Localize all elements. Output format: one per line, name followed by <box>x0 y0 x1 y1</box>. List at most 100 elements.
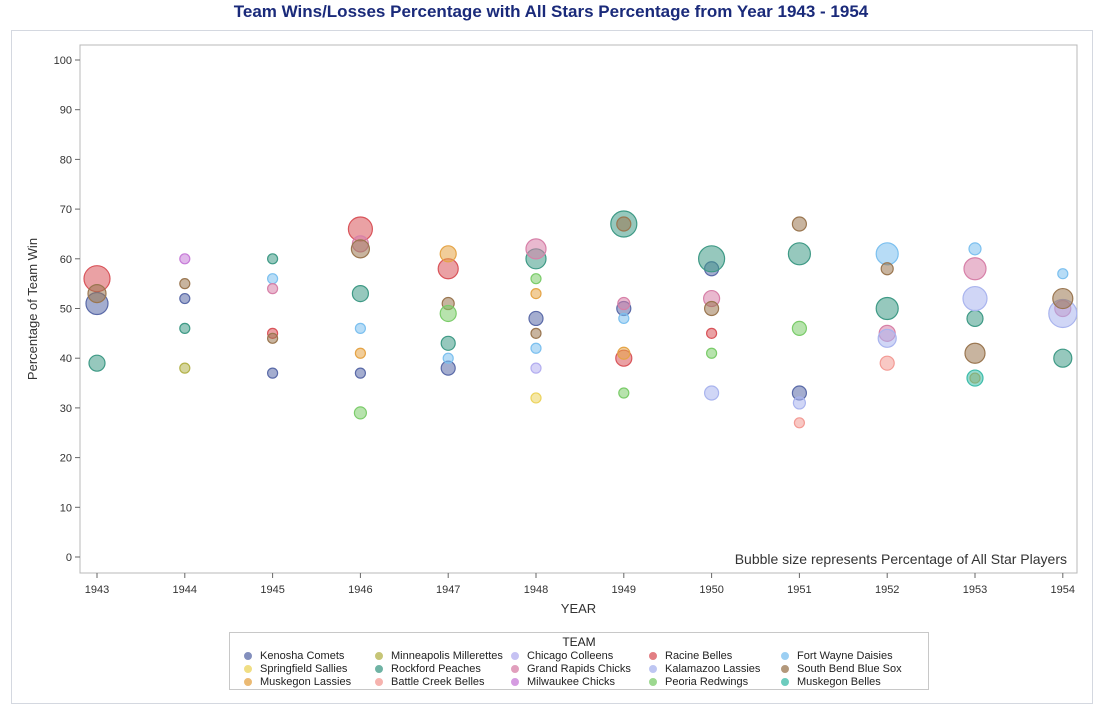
bubble-point <box>875 242 899 266</box>
bubble-point <box>88 354 106 372</box>
legend-marker-icon <box>375 665 383 673</box>
bubble-point <box>439 245 457 263</box>
bubble-point <box>267 253 279 265</box>
bubble-point <box>791 320 808 336</box>
bubble-point <box>354 367 366 379</box>
y-tick-label: 80 <box>60 154 72 166</box>
legend-item: Peoria Redwings <box>649 676 748 689</box>
bubble-point <box>793 417 806 429</box>
legend: TEAM Kenosha Comets Minneapolis Millerett… <box>229 632 929 690</box>
bubble-point <box>354 347 366 359</box>
series-group <box>353 273 808 420</box>
bubble-point <box>530 392 542 404</box>
bubble-point <box>530 273 542 285</box>
bubble-point <box>966 309 984 328</box>
plot-area <box>79 44 1078 574</box>
bubble-point <box>1057 268 1069 280</box>
series-group <box>88 210 1073 372</box>
x-tick-label: 1946 <box>348 584 372 596</box>
bubble-point <box>440 335 456 351</box>
x-tick-label: 1944 <box>173 584 197 596</box>
bubble-point <box>703 385 720 401</box>
legend-item: Chicago Colleens <box>511 650 613 663</box>
legend-label: Kenosha Comets <box>260 650 345 662</box>
chart-frame <box>11 30 1093 704</box>
y-tick-label: 10 <box>60 502 72 514</box>
bubble-point <box>618 387 630 399</box>
bubble-point <box>179 322 191 334</box>
y-tick-label: 40 <box>60 353 72 365</box>
legend-item: Muskegon Lassies <box>244 676 351 689</box>
x-tick-label: 1947 <box>436 584 460 596</box>
series-group <box>530 392 542 404</box>
legend-marker-icon <box>375 678 383 686</box>
series-group <box>966 369 984 387</box>
bubble-point <box>528 310 544 327</box>
legend-label: Muskegon Belles <box>797 676 881 688</box>
bubble-point <box>966 369 984 387</box>
legend-marker-icon <box>649 678 657 686</box>
series-group <box>793 355 895 429</box>
legend-label: Minneapolis Millerettes <box>391 650 503 662</box>
legend-marker-icon <box>511 652 519 660</box>
bubble-point <box>179 292 191 305</box>
bubble-point <box>787 242 812 266</box>
bubble-point <box>179 362 191 374</box>
legend-item: Kalamazoo Lassies <box>649 663 760 676</box>
legend-label: Muskegon Lassies <box>260 676 352 688</box>
bubble-point <box>267 273 279 285</box>
series-group <box>87 216 1074 364</box>
bubble-point <box>530 287 542 300</box>
legend-item: Milwaukee Chicks <box>511 676 615 689</box>
bubble-point <box>1053 348 1073 368</box>
legend-label: South Bend Blue Sox <box>797 663 902 675</box>
legend-label: Battle Creek Belles <box>391 676 485 688</box>
legend-label: Grand Rapids Chicks <box>527 663 631 675</box>
x-tick-label: 1943 <box>85 584 109 596</box>
bubble-point <box>267 367 279 379</box>
bubble-point <box>703 300 720 317</box>
bubble-point <box>705 347 718 359</box>
legend-item: Minneapolis Millerettes <box>375 650 503 663</box>
legend-marker-icon <box>781 678 789 686</box>
legend-label: Kalamazoo Lassies <box>665 663 761 675</box>
y-tick-label: 60 <box>60 254 72 266</box>
bubble-point <box>697 245 726 273</box>
legend-item: Kenosha Comets <box>244 650 344 663</box>
legend-label: Racine Belles <box>665 650 733 662</box>
legend-label: Chicago Colleens <box>527 650 614 662</box>
bubble-point <box>963 257 987 281</box>
legend-marker-icon <box>781 665 789 673</box>
x-tick-label: 1949 <box>612 584 636 596</box>
bubble-point <box>351 284 369 303</box>
bubble-point <box>179 278 191 290</box>
bubble-point <box>530 342 542 354</box>
legend-item: Rockford Peaches <box>375 663 481 676</box>
series-group <box>83 216 718 367</box>
y-tick-label: 20 <box>60 453 72 465</box>
bubble-point <box>875 296 899 321</box>
x-tick-label: 1954 <box>1051 584 1075 596</box>
series-group <box>179 362 191 374</box>
bubble-point <box>877 328 897 348</box>
bubble-point <box>962 285 988 312</box>
bubble-point <box>617 346 631 360</box>
bubble-point <box>354 322 366 334</box>
bubble-point <box>616 216 632 232</box>
bubble-point <box>530 362 542 374</box>
legend-title: TEAM <box>562 635 596 649</box>
y-tick-label: 30 <box>60 403 72 415</box>
bubble-point <box>879 355 895 371</box>
bubble-point <box>442 352 454 364</box>
bubble-point <box>968 242 982 256</box>
x-tick-label: 1953 <box>963 584 987 596</box>
legend-marker-icon <box>244 678 252 686</box>
x-tick-label: 1950 <box>699 584 723 596</box>
bubble-size-note: Bubble size represents Percentage of All… <box>735 551 1067 567</box>
y-tick-label: 90 <box>60 105 72 117</box>
y-tick-label: 50 <box>60 304 72 316</box>
legend-item: Battle Creek Belles <box>375 676 485 689</box>
legend-marker-icon <box>649 665 657 673</box>
legend-label: Fort Wayne Daisies <box>797 650 893 662</box>
legend-marker-icon <box>244 665 252 673</box>
